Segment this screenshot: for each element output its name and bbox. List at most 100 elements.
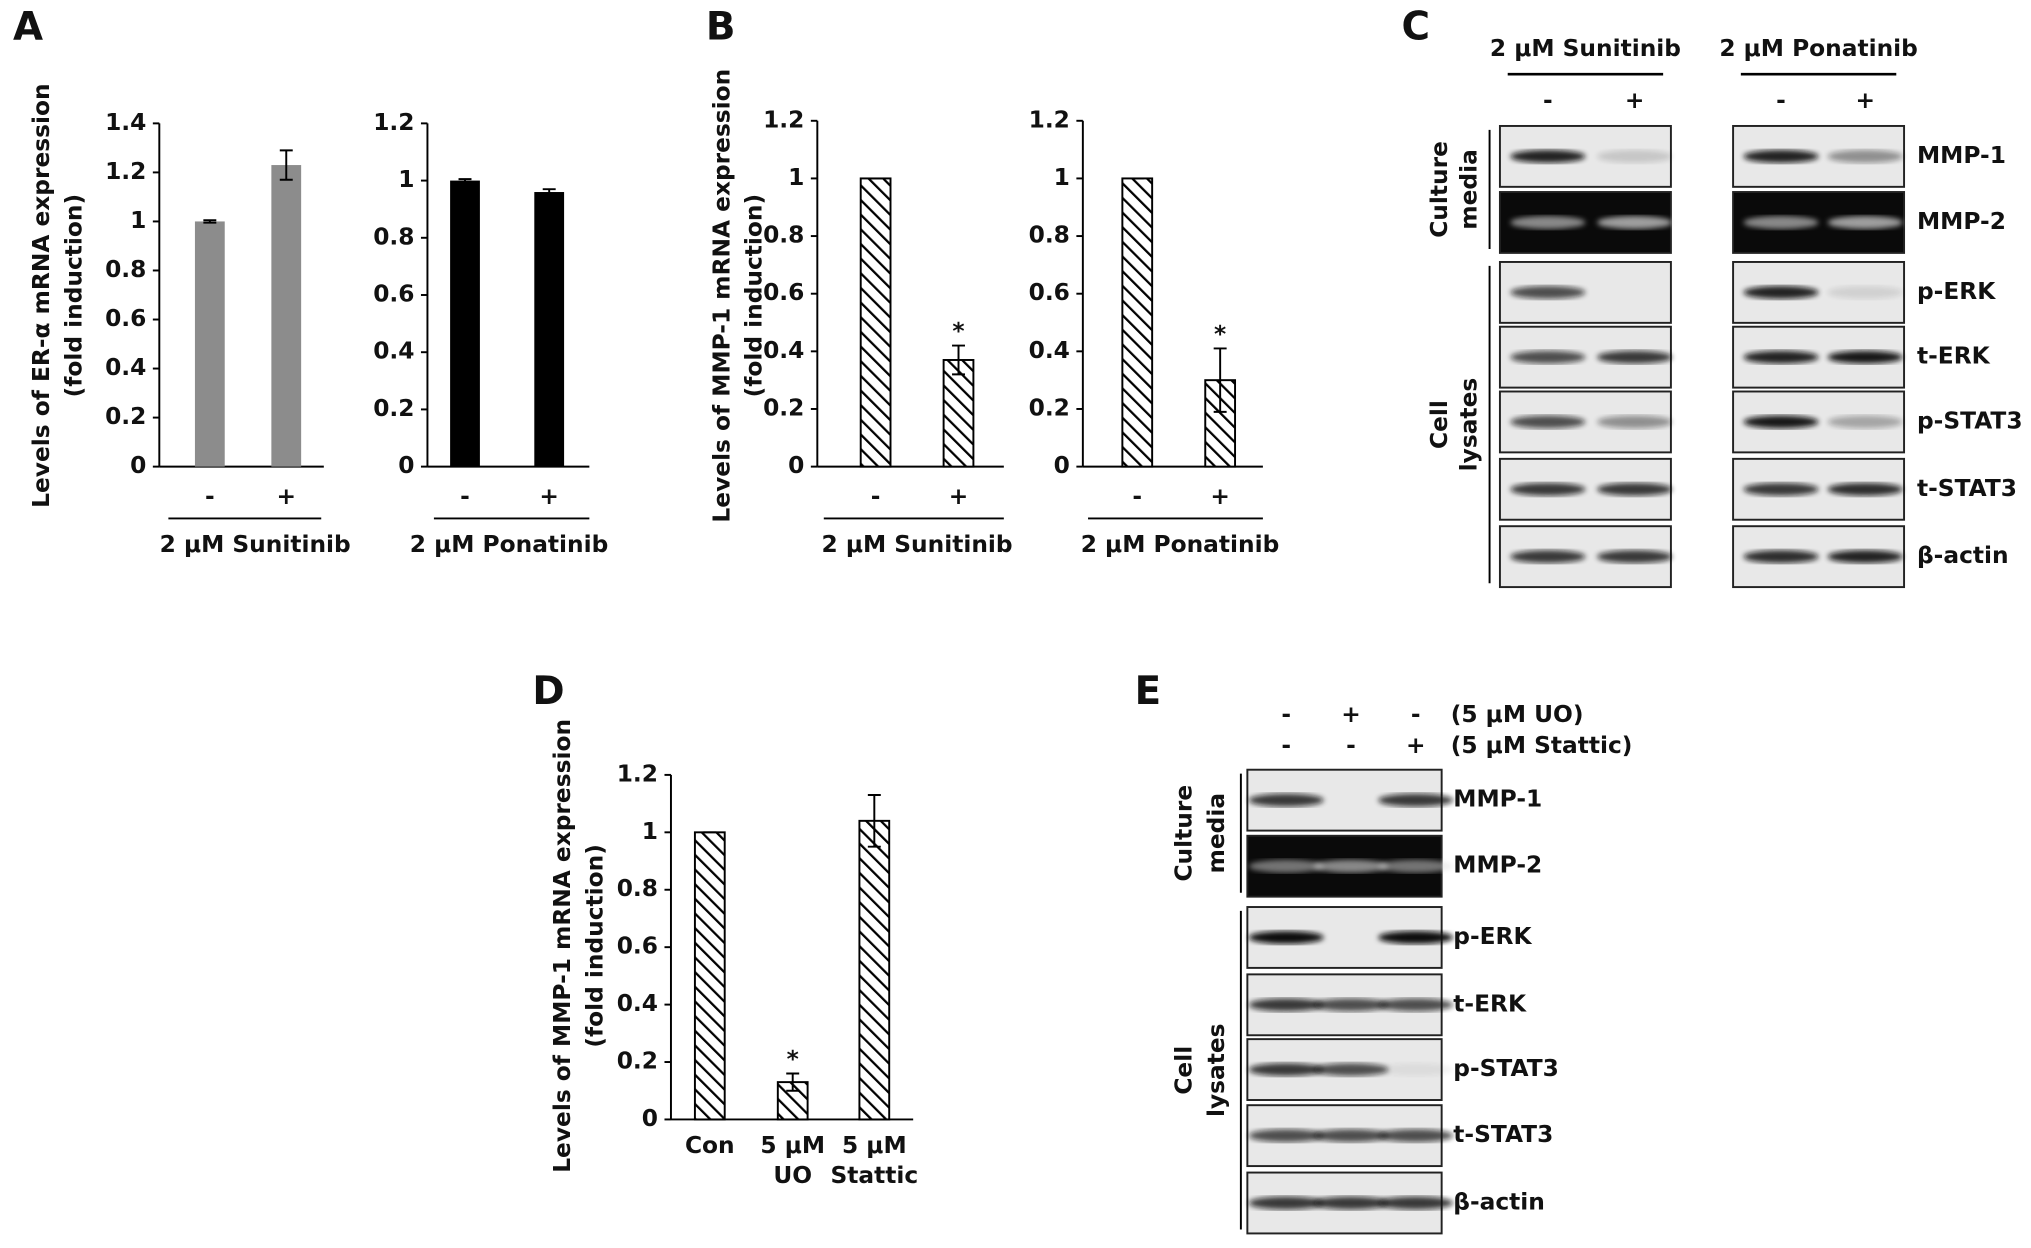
y-tick-label: 0.6: [763, 279, 804, 306]
band: [1248, 859, 1324, 873]
row-label: p-STAT3: [1917, 407, 2023, 434]
treatment-label: (5 μM UO): [1451, 701, 1584, 728]
error-bar: [786, 1072, 800, 1092]
band: [1597, 415, 1673, 429]
row-label: t-STAT3: [1917, 475, 2017, 502]
section-label: Cell: [1171, 1046, 1198, 1095]
band: [1743, 350, 1819, 364]
y-tick-label: 0: [788, 452, 804, 479]
band: [1597, 149, 1673, 163]
x-tick-label: +: [1210, 483, 1230, 510]
band: [1313, 1063, 1389, 1077]
x-tick-label: -: [871, 483, 881, 510]
row-label: β-actin: [1453, 1188, 1545, 1215]
band: [1510, 550, 1586, 564]
lane-sign: -: [1281, 732, 1291, 759]
y-tick-label: 0: [398, 452, 414, 479]
y-tick-label: 0.8: [373, 223, 414, 250]
error-bar: [952, 344, 965, 376]
band: [1827, 149, 1903, 163]
band: [1510, 482, 1586, 496]
section-label: lysates: [1456, 378, 1483, 472]
y-tick-label: 0.6: [105, 305, 146, 332]
panel-letter: D: [532, 669, 564, 714]
section-label: Cell: [1426, 400, 1453, 449]
band: [1378, 859, 1454, 873]
group-label: 2 μM Sunitinib: [160, 531, 351, 558]
lane-sign: -: [1411, 701, 1421, 728]
bar: [693, 831, 726, 1121]
x-tick-label: -: [460, 483, 470, 510]
y-tick-label: 0.8: [105, 256, 146, 283]
x-tick-label: UO: [773, 1162, 812, 1189]
y-tick-label: 1.2: [105, 158, 146, 185]
x-tick-label: -: [1132, 483, 1142, 510]
band: [1597, 215, 1673, 229]
band: [1378, 1063, 1454, 1077]
y-tick-label: 0.4: [373, 338, 414, 365]
y-tick-label: 1.2: [763, 106, 804, 133]
band: [1743, 550, 1819, 564]
y-tick-label: 0.6: [373, 280, 414, 307]
x-tick-label: +: [949, 483, 969, 510]
error-bar: [458, 178, 472, 183]
y-axis-label: (fold induction): [581, 844, 608, 1048]
row-label: t-ERK: [1917, 343, 1991, 370]
x-tick-label: +: [539, 483, 559, 510]
y-tick-label: 1.2: [617, 760, 658, 787]
group-label: 2 μM Sunitinib: [822, 531, 1013, 558]
band: [1313, 859, 1389, 873]
band: [1248, 793, 1324, 807]
band: [1248, 930, 1324, 944]
band: [1597, 350, 1673, 364]
y-tick-label: 0.6: [1029, 279, 1070, 306]
significance-mark: *: [1214, 321, 1226, 348]
y-tick-label: 0.4: [1029, 337, 1070, 364]
band: [1827, 350, 1903, 364]
y-tick-label: 0: [1054, 452, 1070, 479]
band: [1248, 1129, 1324, 1143]
band: [1743, 415, 1819, 429]
group-label: 2 μM Ponatinib: [1081, 531, 1280, 558]
y-axis-label: Levels of MMP-1 mRNA expression: [708, 69, 735, 523]
band: [1510, 285, 1586, 299]
section-label: Culture: [1426, 141, 1453, 238]
band: [1827, 285, 1903, 299]
section-label: media: [1203, 793, 1230, 873]
y-tick-label: 0.2: [1029, 394, 1070, 421]
significance-mark: *: [952, 318, 964, 345]
band: [1248, 998, 1324, 1012]
lane-sign: -: [1543, 87, 1553, 114]
y-axis-label: Levels of MMP-1 mRNA expression: [549, 719, 576, 1173]
lane-sign: +: [1855, 87, 1875, 114]
error-bar: [203, 219, 217, 224]
treatment-label: (5 μM Stattic): [1451, 732, 1633, 759]
bar: [859, 177, 892, 468]
band: [1378, 793, 1454, 807]
lane-sign: -: [1776, 87, 1786, 114]
y-tick-label: 1: [130, 207, 146, 234]
row-label: p-STAT3: [1453, 1055, 1559, 1082]
error-bar: [867, 794, 881, 848]
error-bar: [1213, 347, 1227, 413]
y-tick-label: 0.8: [617, 875, 658, 902]
row-label: MMP-2: [1917, 208, 2006, 235]
bar: [534, 192, 565, 467]
row-label: MMP-2: [1453, 852, 1542, 879]
panel-letter: A: [13, 4, 43, 49]
y-tick-label: 0.4: [105, 354, 146, 381]
section-label: media: [1456, 149, 1483, 229]
y-tick-label: 1: [788, 164, 804, 191]
y-tick-label: 0.2: [373, 395, 414, 422]
panel-letter: E: [1135, 669, 1162, 714]
lane-sign: -: [1346, 732, 1356, 759]
band: [1378, 930, 1454, 944]
y-tick-label: 0: [642, 1105, 658, 1132]
lane-sign: +: [1625, 87, 1645, 114]
y-tick-label: 0.2: [763, 394, 804, 421]
row-label: p-ERK: [1917, 278, 1996, 305]
band: [1378, 1196, 1454, 1210]
x-tick-label: Stattic: [830, 1162, 918, 1189]
band: [1510, 350, 1586, 364]
